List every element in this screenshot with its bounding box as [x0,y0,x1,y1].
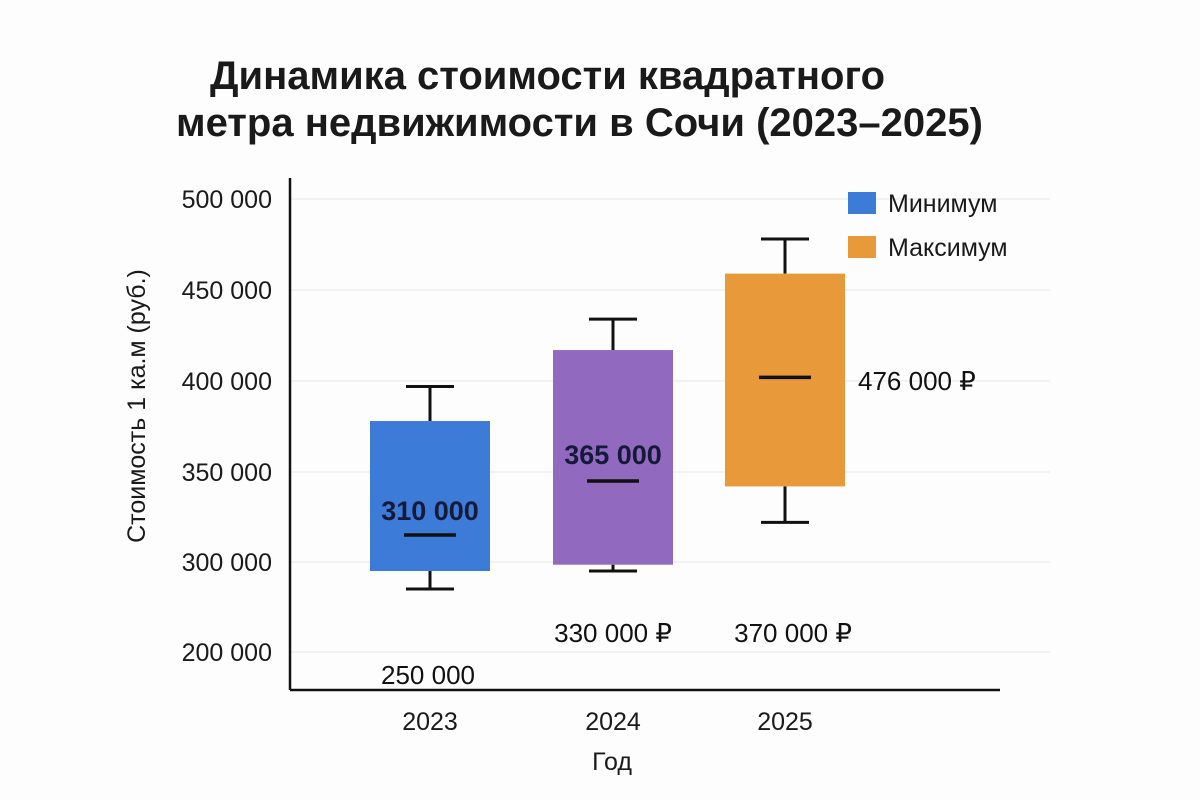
x-tick-label: 2025 [757,708,813,736]
y-axis-title: Стоимость 1 ка.м (руб.) [123,269,151,543]
y-tick-label: 400 000 [182,368,272,396]
box-2025 [725,273,845,487]
data-label-center: 310 000 [381,496,479,526]
y-tick-label: 350 000 [182,459,272,487]
data-label-right: 476 000 ₽ [858,366,976,396]
y-tick-label: 200 000 [182,639,272,667]
box-2023 [370,421,490,571]
legend-swatch [848,192,876,214]
y-tick-label: 300 000 [182,549,272,577]
legend-label: Максимум [888,234,1008,262]
data-label-below: 330 000 ₽ [554,618,672,648]
data-label-below: 370 000 ₽ [734,618,852,648]
y-tick-label: 500 000 [182,186,272,214]
x-tick-label: 2023 [402,708,458,736]
x-axis-title: Год [592,748,632,776]
legend-swatch [848,236,876,258]
y-tick-label: 450 000 [182,277,272,305]
box-2024 [553,350,673,565]
chart-title-line-1: Динамика стоимости квадратного [210,54,886,98]
legend-label: Минимум [888,190,997,218]
data-label-center: 365 000 [564,440,662,470]
chart-title-line-2: метра недвижимости в Сочи (2023–2025) [176,101,983,145]
data-label-below: 250 000 [381,660,475,690]
x-tick-label: 2024 [585,708,641,736]
